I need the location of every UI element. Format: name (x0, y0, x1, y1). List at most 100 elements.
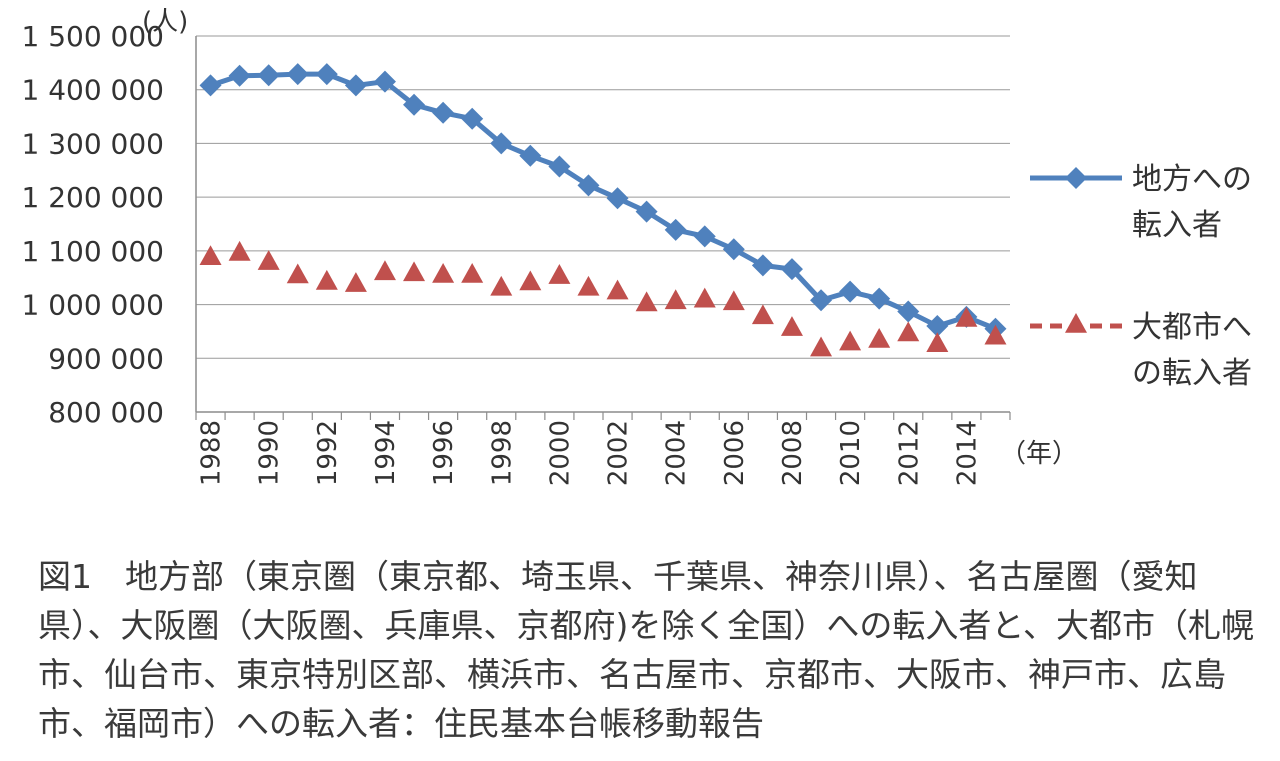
data-point-triangle (432, 262, 455, 283)
data-point-diamond (490, 132, 513, 155)
x-unit-label: （年） (1000, 439, 1078, 469)
caption-line: 県）、大阪圏（大阪圏、兵庫県、京都府)を除く全国）への転入者と、大都市（札幌 (38, 606, 1255, 645)
legend-label: 転入者 (1132, 208, 1222, 243)
x-tick-label: 1992 (313, 420, 343, 486)
data-point-diamond (664, 218, 687, 241)
x-tick-label: 2008 (778, 420, 808, 486)
y-tick-label: 1 000 000 (21, 289, 164, 322)
data-point-triangle (490, 275, 513, 296)
data-point-diamond (403, 93, 426, 116)
data-point-diamond (897, 300, 920, 323)
data-point-diamond (519, 144, 542, 167)
x-tick-label: 2006 (720, 420, 750, 486)
data-point-triangle (810, 336, 833, 357)
data-point-triangle (519, 270, 542, 291)
data-point-triangle (722, 290, 745, 311)
data-point-diamond (635, 200, 658, 223)
data-point-triangle (664, 289, 687, 310)
data-point-triangle (373, 260, 396, 281)
data-point-diamond (373, 70, 396, 93)
data-point-triangle (548, 264, 571, 284)
data-point-diamond (606, 187, 629, 210)
data-point-diamond (839, 280, 862, 303)
data-point-triangle (780, 316, 803, 336)
data-point-triangle (693, 287, 716, 308)
caption-line: 図1 地方部（東京圏（東京都、埼玉県、千葉県、神奈川県）、名古屋圏（愛知 (38, 557, 1198, 596)
line-chart: 1 500 000 1 400 000 1 300 000 1 200 000 1 10… (21, 7, 1252, 486)
series-2 (199, 240, 1007, 357)
x-tick-label: 2010 (836, 420, 866, 486)
y-tick-label: 1 500 000 (21, 20, 164, 53)
series-1 (199, 63, 1007, 340)
data-point-diamond (199, 74, 222, 97)
data-point-diamond (722, 238, 745, 261)
data-point-diamond (548, 155, 571, 178)
data-point-triangle (286, 263, 309, 284)
legend-marker-triangle (1065, 313, 1087, 333)
legend-label: 大都市へ (1132, 310, 1252, 345)
data-point-triangle (257, 250, 280, 270)
y-tick-label: 800 000 (48, 396, 164, 429)
x-tick-label: 1998 (487, 420, 517, 486)
data-point-triangle (926, 332, 949, 353)
axes (195, 36, 1011, 420)
data-point-triangle (315, 269, 338, 290)
data-point-diamond (344, 74, 367, 97)
data-point-triangle (984, 324, 1007, 345)
data-point-diamond (693, 225, 716, 248)
data-point-triangle (577, 275, 600, 296)
data-point-diamond (257, 64, 280, 87)
y-tick-label: 1 300 000 (21, 127, 164, 160)
series-group (199, 63, 1007, 357)
y-axis-tick-labels: 1 500 000 1 400 000 1 300 000 1 200 000 1 10… (21, 20, 164, 429)
data-point-diamond (461, 107, 484, 130)
data-point-triangle (751, 304, 774, 325)
data-point-triangle (403, 261, 426, 282)
data-point-triangle (635, 291, 658, 312)
x-tick-label: 2014 (952, 420, 982, 486)
data-point-triangle (955, 307, 978, 327)
caption-line: 市、仙台市、東京特別区部、横浜市、名古屋市、京都市、大阪市、神戸市、広島 (38, 655, 1226, 694)
x-tick-label: 2004 (662, 420, 692, 486)
data-point-triangle (228, 240, 251, 261)
data-point-diamond (751, 254, 774, 277)
data-point-triangle (868, 327, 891, 348)
data-point-diamond (868, 287, 891, 310)
x-tick-label: 2012 (894, 420, 924, 486)
series-line (209, 71, 997, 332)
y-tick-label: 1 200 000 (21, 181, 164, 214)
x-axis-tick-labels: 1988 1990 1992 1994 1996 1998 2000 2002 2004 2006… (197, 420, 983, 486)
data-point-triangle (839, 330, 862, 351)
data-point-triangle (344, 272, 367, 292)
data-point-triangle (461, 262, 484, 283)
y-unit-label: (人) (142, 7, 188, 37)
data-point-diamond (577, 174, 600, 197)
x-tick-label: 1996 (429, 420, 459, 486)
legend-label: 地方への (1132, 162, 1252, 197)
data-point-diamond (315, 63, 338, 86)
legend-label: の転入者 (1132, 356, 1252, 391)
data-point-triangle (199, 245, 222, 266)
y-tick-label: 900 000 (48, 342, 164, 375)
caption-line: 市、福岡市）への転入者：住民基本台帳移動報告 (38, 704, 764, 743)
data-point-triangle (606, 279, 629, 300)
data-point-diamond (228, 64, 251, 87)
data-point-triangle (897, 321, 920, 342)
x-tick-label: 1988 (197, 420, 227, 486)
legend-marker-diamond (1065, 167, 1087, 189)
data-point-diamond (286, 63, 309, 86)
x-tick-label: 1994 (371, 420, 401, 486)
x-tick-label: 2000 (545, 420, 575, 486)
x-tick-label: 2002 (604, 420, 634, 486)
data-point-diamond (432, 101, 455, 124)
figure-caption: 図1 地方部（東京圏（東京都、埼玉県、千葉県、神奈川県）、名古屋圏（愛知 県）、… (38, 552, 1255, 748)
y-tick-label: 1 100 000 (21, 235, 164, 268)
data-point-diamond (926, 315, 949, 338)
data-point-diamond (810, 289, 833, 312)
x-tick-label: 1990 (255, 420, 285, 486)
y-tick-label: 1 400 000 (21, 74, 164, 107)
data-point-diamond (780, 258, 803, 281)
